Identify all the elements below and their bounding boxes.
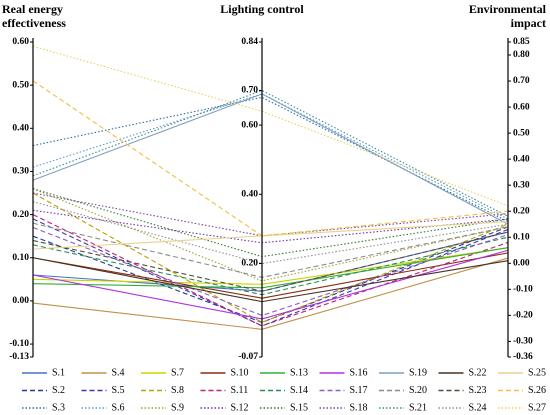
y-tick-label: 0.20 bbox=[513, 206, 530, 216]
y-tick-label: 0.00 bbox=[513, 258, 530, 268]
legend-label: S.20 bbox=[409, 385, 427, 396]
y-tick-label: 0.40 bbox=[513, 154, 530, 164]
y-tick-label: 0.00 bbox=[12, 296, 29, 306]
axis-title: Environmental impact bbox=[468, 2, 546, 30]
legend-label: S.9 bbox=[171, 402, 184, 413]
series-line bbox=[32, 222, 509, 278]
series-line bbox=[32, 226, 509, 323]
y-tick-label: 0.60 bbox=[241, 120, 258, 130]
legend-label: S.3 bbox=[52, 402, 65, 413]
legend-label: S.6 bbox=[112, 402, 125, 413]
y-tick-label: 0.50 bbox=[513, 128, 530, 138]
axis-title: Real energy effectiveness bbox=[2, 2, 66, 30]
y-tick-label: 0.10 bbox=[12, 253, 29, 263]
legend-label: S.21 bbox=[409, 402, 427, 413]
legend-label: S.2 bbox=[52, 385, 65, 396]
legend-label: S.5 bbox=[112, 385, 125, 396]
y-tick-label: 0.30 bbox=[513, 180, 530, 190]
legend-label: S.16 bbox=[350, 367, 368, 378]
y-tick-label: 0.80 bbox=[513, 50, 530, 60]
legend-label: S.15 bbox=[290, 402, 308, 413]
legend-label: S.17 bbox=[350, 385, 368, 396]
series-line bbox=[32, 247, 509, 289]
legend-label: S.19 bbox=[409, 367, 427, 378]
series-line bbox=[32, 214, 509, 327]
y-tick-label: 0.20 bbox=[12, 210, 29, 220]
y-tick-label: 0.60 bbox=[12, 37, 29, 47]
y-tick-label: -0.13 bbox=[9, 352, 29, 362]
legend-label: S.14 bbox=[290, 385, 308, 396]
series-line bbox=[32, 96, 509, 223]
legend-label: S.24 bbox=[469, 402, 487, 413]
series-line bbox=[32, 188, 509, 258]
y-tick-label: 0.60 bbox=[513, 102, 530, 112]
series-line bbox=[32, 209, 509, 244]
y-tick-label: 0.70 bbox=[241, 86, 258, 96]
y-tick-label: 0.40 bbox=[241, 189, 258, 199]
axis-title: Lighting control bbox=[220, 2, 304, 16]
y-tick-label: 0.40 bbox=[12, 123, 29, 133]
series-line bbox=[32, 201, 509, 265]
series-line bbox=[32, 45, 509, 207]
legend-label: S.22 bbox=[469, 367, 487, 378]
y-tick-label: 0.85 bbox=[513, 37, 530, 47]
series-line bbox=[32, 80, 509, 237]
y-tick-label: -0.36 bbox=[513, 352, 533, 362]
legend-label: S.26 bbox=[528, 385, 546, 396]
y-tick-label: -0.10 bbox=[513, 285, 533, 295]
series-line bbox=[32, 93, 509, 220]
legend-label: S.10 bbox=[231, 367, 249, 378]
y-tick-label: 0.50 bbox=[12, 80, 29, 90]
legend-label: S.11 bbox=[231, 385, 249, 396]
legend-label: S.25 bbox=[528, 367, 546, 378]
legend-label: S.27 bbox=[528, 402, 546, 413]
y-tick-label: -0.30 bbox=[513, 337, 533, 347]
legend-label: S.7 bbox=[171, 367, 184, 378]
legend-label: S.23 bbox=[469, 385, 487, 396]
legend-label: S.4 bbox=[112, 367, 125, 378]
y-tick-label: -0.07 bbox=[238, 352, 258, 362]
y-tick-label: 0.70 bbox=[513, 76, 530, 86]
series-line bbox=[32, 89, 509, 217]
y-tick-label: 0.84 bbox=[241, 37, 258, 47]
series-line bbox=[32, 227, 509, 317]
legend-label: S.18 bbox=[350, 402, 368, 413]
series-line bbox=[32, 192, 509, 237]
y-tick-label: 0.20 bbox=[241, 259, 258, 269]
legend-label: S.12 bbox=[231, 402, 249, 413]
legend-label: S.8 bbox=[171, 385, 184, 396]
y-tick-label: -0.10 bbox=[9, 339, 29, 349]
legend-label: S.13 bbox=[290, 367, 308, 378]
y-tick-label: -0.20 bbox=[513, 311, 533, 321]
y-tick-label: 0.10 bbox=[513, 232, 530, 242]
series-line bbox=[32, 93, 509, 225]
y-tick-label: 0.30 bbox=[12, 167, 29, 177]
legend-label: S.1 bbox=[52, 367, 65, 378]
